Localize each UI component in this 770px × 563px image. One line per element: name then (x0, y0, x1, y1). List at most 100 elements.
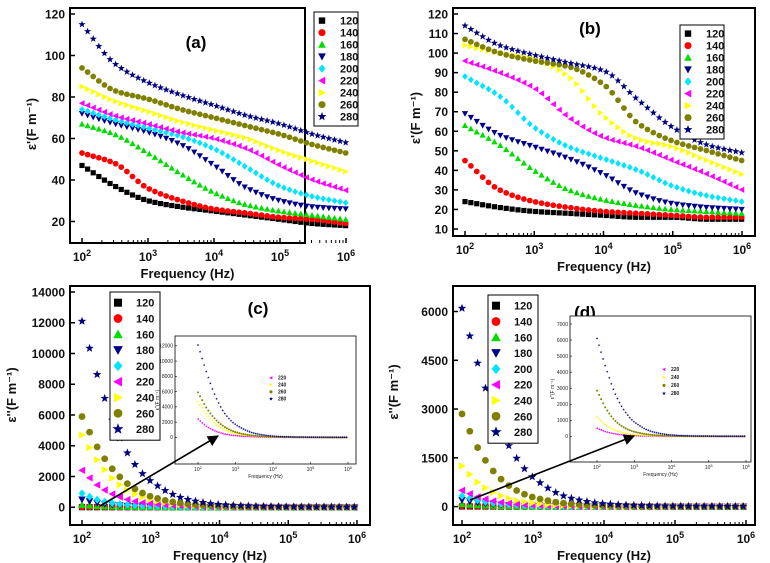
data-point (620, 405, 623, 408)
data-point (691, 207, 698, 214)
data-point (157, 200, 164, 207)
data-point (309, 157, 316, 165)
data-point (521, 490, 528, 498)
legend-marker (662, 391, 666, 396)
data-point (509, 192, 515, 199)
data-point (604, 406, 607, 409)
data-point (221, 432, 224, 435)
data-point (647, 433, 650, 436)
x-tick-label: 103 (525, 241, 543, 257)
data-point (733, 434, 736, 438)
data-point (230, 177, 237, 183)
data-point (562, 141, 568, 149)
legend-label: 240 (340, 88, 358, 100)
data-point (462, 36, 468, 43)
legend-item-220: 220 (113, 377, 154, 389)
legend-label: 140 (340, 28, 358, 40)
data-point (203, 409, 206, 413)
data-point (490, 488, 497, 497)
data-point (157, 190, 164, 197)
data-point (224, 139, 231, 146)
data-point (101, 93, 108, 100)
data-point (660, 501, 670, 510)
legend-item-240: 240 (114, 392, 154, 404)
legend-marker (491, 411, 501, 421)
data-point (264, 434, 268, 437)
data-point (325, 182, 332, 189)
data-point (679, 161, 686, 168)
data-point (709, 159, 716, 166)
legend-item-140: 140 (113, 313, 154, 325)
data-point (482, 456, 489, 464)
data-point (739, 171, 745, 178)
legend-marker (684, 53, 692, 61)
legend-item-220: 220 (491, 380, 532, 392)
data-point (227, 433, 230, 436)
data-point (485, 65, 492, 72)
data-point (146, 499, 154, 508)
y-tick-label: 40 (52, 173, 66, 187)
data-point (213, 429, 216, 432)
data-point (240, 426, 243, 430)
data-point (715, 161, 722, 168)
data-point (206, 499, 215, 508)
data-point (626, 163, 633, 171)
x-axis-title: Frequency (Hz) (557, 259, 651, 274)
data-point (515, 109, 521, 117)
y-tick-label: 8000 (38, 378, 65, 392)
data-point (316, 435, 319, 439)
data-point (264, 128, 270, 134)
data-point (567, 156, 575, 163)
data-point (722, 434, 726, 438)
data-point (458, 486, 466, 495)
data-point (521, 196, 527, 202)
data-point (606, 431, 609, 434)
data-point (238, 432, 241, 435)
data-point (467, 125, 475, 132)
data-point (724, 434, 728, 438)
y-tick-label: 0 (441, 500, 448, 514)
data-point (240, 432, 243, 435)
data-point (140, 76, 148, 84)
data-point (196, 418, 199, 421)
data-point (209, 382, 212, 385)
data-point (509, 206, 515, 212)
data-point (659, 432, 662, 435)
data-point (262, 433, 266, 437)
data-point (690, 434, 693, 437)
data-point (667, 200, 675, 207)
data-point (93, 495, 101, 504)
series-180 (78, 110, 349, 213)
data-point (250, 434, 253, 437)
data-point (620, 200, 628, 207)
data-point (124, 102, 130, 109)
y-tick-label: 1000 (557, 418, 568, 424)
data-point (644, 194, 651, 201)
data-point (491, 204, 498, 210)
data-point (303, 156, 310, 163)
data-point (325, 145, 332, 152)
data-point (246, 435, 249, 438)
data-point (129, 173, 136, 180)
data-point (196, 111, 203, 118)
data-point (184, 500, 192, 508)
data-point (714, 175, 721, 183)
data-point (108, 490, 116, 498)
data-point (727, 214, 733, 221)
legend-marker (318, 76, 326, 85)
data-point (331, 147, 338, 154)
data-point (320, 195, 327, 203)
data-point (78, 120, 86, 127)
series-280 (78, 20, 350, 146)
data-point (703, 147, 710, 154)
data-point (241, 201, 248, 207)
data-point (191, 137, 198, 145)
data-point (336, 215, 344, 222)
y-tick-label: 6000 (38, 408, 65, 422)
data-point (473, 41, 480, 48)
legend-label: 280 (514, 427, 532, 439)
data-point (286, 215, 293, 221)
data-point (620, 431, 623, 434)
data-point (535, 478, 545, 487)
